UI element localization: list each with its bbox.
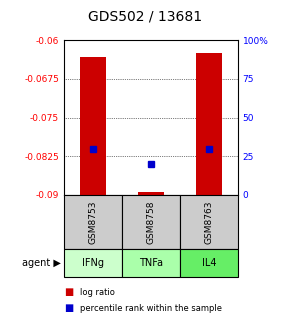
Bar <box>196 53 222 195</box>
Text: ■: ■ <box>64 287 73 297</box>
Text: IFNg: IFNg <box>82 258 104 268</box>
Bar <box>80 57 106 195</box>
Text: GSM8763: GSM8763 <box>204 200 213 244</box>
Bar <box>138 192 164 195</box>
Text: log ratio: log ratio <box>80 288 115 297</box>
Text: GDS502 / 13681: GDS502 / 13681 <box>88 10 202 24</box>
Text: TNFa: TNFa <box>139 258 163 268</box>
Text: percentile rank within the sample: percentile rank within the sample <box>80 304 222 313</box>
Text: GSM8753: GSM8753 <box>88 200 97 244</box>
Text: agent ▶: agent ▶ <box>22 258 61 268</box>
Text: IL4: IL4 <box>202 258 216 268</box>
Text: ■: ■ <box>64 303 73 313</box>
Text: GSM8758: GSM8758 <box>146 200 155 244</box>
